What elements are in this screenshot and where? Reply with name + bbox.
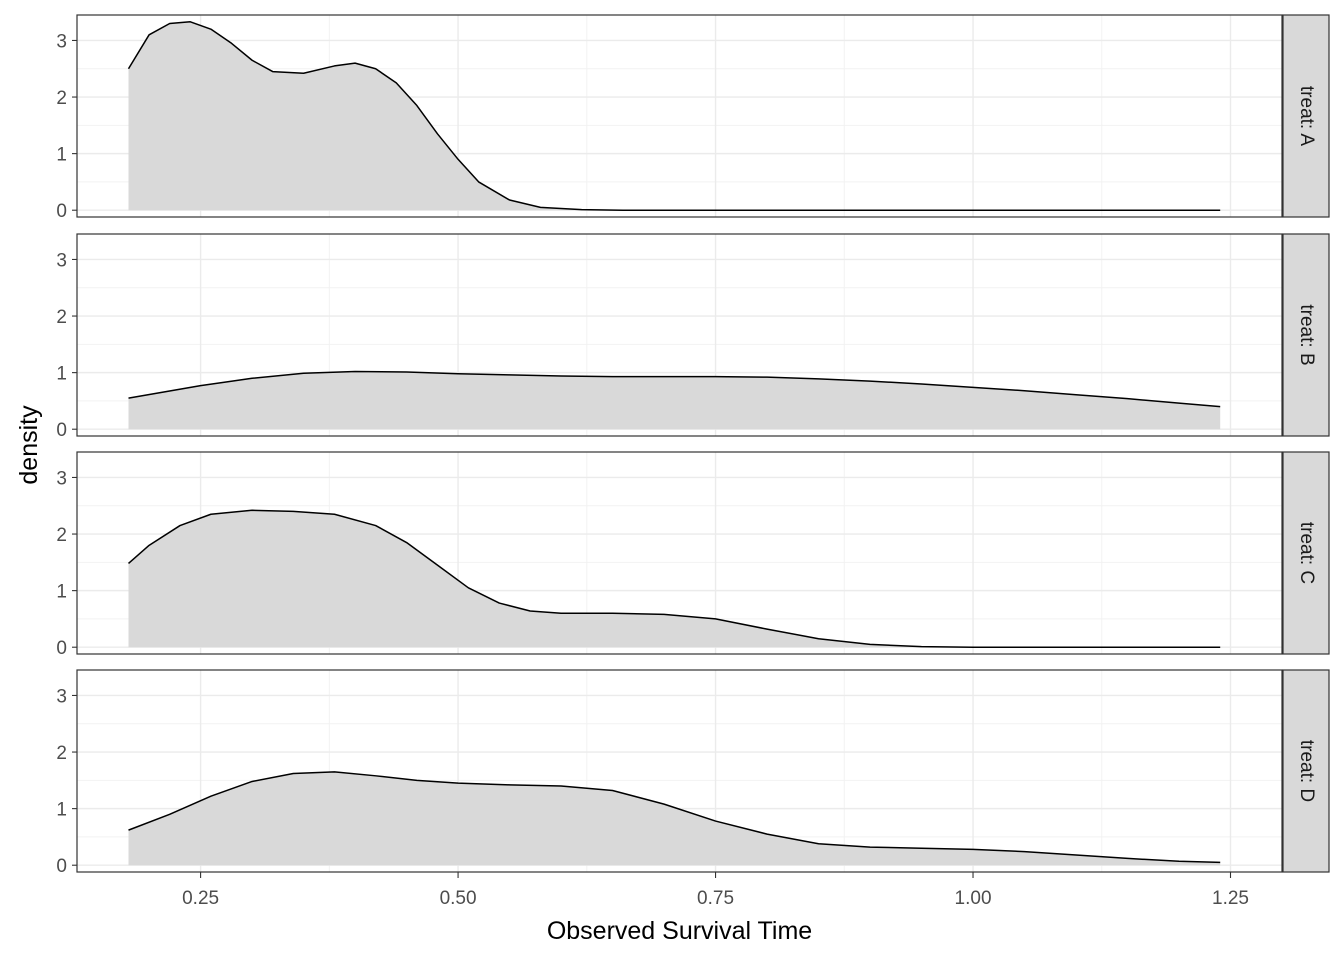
x-axis-title: Observed Survival Time [547,917,812,945]
x-tick-label: 1.00 [955,888,992,909]
density-line [128,771,1221,864]
density-line [128,370,1221,408]
y-tick-label: 2 [56,525,67,546]
y-tick-label: 0 [56,201,67,222]
density-line [128,509,1221,648]
y-axis-title: density [15,405,43,485]
facet-strip [1282,233,1330,437]
facet-strip [1282,451,1330,655]
x-tick-label: 0.50 [440,888,477,909]
facet-strip-label: treat: B [1296,304,1317,365]
facet-strip [1282,14,1330,218]
y-tick-label: 0 [56,856,67,877]
y-tick-label: 1 [56,800,67,821]
facet-strip-label: treat: A [1296,86,1317,147]
density-area-fill [128,21,1221,211]
panel-border [76,669,1283,873]
y-tick-label: 3 [56,468,67,489]
density-area-fill [128,510,1221,648]
y-tick-label: 3 [56,686,67,707]
y-tick-label: 0 [56,420,67,441]
y-tick-label: 1 [56,145,67,166]
y-tick-label: 1 [56,364,67,385]
y-tick-label: 0 [56,638,67,659]
y-tick-label: 3 [56,250,67,271]
y-tick-label: 2 [56,743,67,764]
x-tick-label: 0.75 [697,888,734,909]
y-tick-label: 2 [56,88,67,109]
facet-strip-label: treat: C [1296,522,1317,584]
panel-border [76,451,1283,655]
panel-border [76,233,1283,437]
x-tick-label: 0.25 [182,888,219,909]
y-tick-label: 3 [56,31,67,52]
panel-border [76,14,1283,218]
facet-strip-label: treat: D [1296,740,1317,802]
y-tick-label: 1 [56,582,67,603]
density-area-fill [128,771,1221,866]
x-tick-label: 1.25 [1212,888,1249,909]
facet-strip [1282,669,1330,873]
density-line [127,21,1221,211]
y-tick-label: 2 [56,307,67,328]
